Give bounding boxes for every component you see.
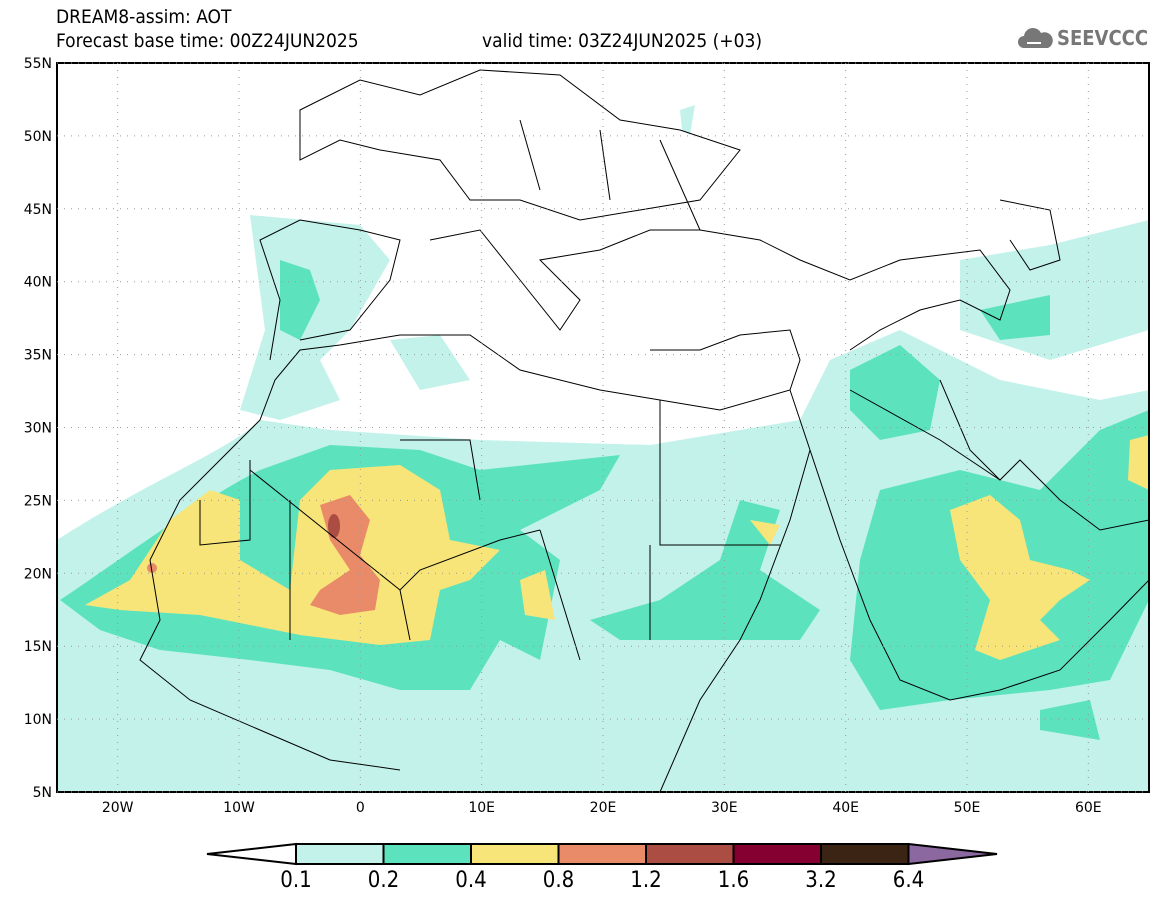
lon-label: 20E — [590, 800, 617, 816]
aot-contour-0.4-0.8 — [85, 435, 1149, 660]
forecast-base-time: Forecast base time: 00Z24JUN2025 — [56, 30, 359, 52]
colorbar-level-label: 0.4 — [455, 868, 487, 893]
lat-label: 25N — [24, 493, 52, 509]
graticule — [57, 62, 1149, 793]
colorbar-level-label: 0.1 — [280, 868, 312, 893]
lon-label: 10W — [223, 800, 255, 816]
lon-label: 40E — [832, 800, 859, 816]
colorbar-swatch — [470, 843, 560, 865]
logo-text: SEEVCCC — [1057, 26, 1149, 50]
lon-label: 0 — [356, 800, 365, 816]
lat-label: 40N — [24, 275, 52, 291]
colorbar-level-label: 1.2 — [630, 868, 662, 893]
lon-label: 50E — [954, 800, 981, 816]
lon-label: 30E — [711, 800, 738, 816]
colorbar-under-arrow — [206, 842, 297, 866]
colorbar-level-label: 6.4 — [892, 868, 925, 893]
colorbar-swatch — [557, 843, 647, 865]
colorbar-swatch — [382, 843, 472, 865]
lon-label: 20W — [102, 800, 134, 816]
lon-label: 10E — [468, 800, 495, 816]
lat-label: 50N — [24, 129, 52, 145]
seevccc-logo: SEEVCCC — [1018, 26, 1148, 50]
aot-contour-1.2-1.6 — [328, 514, 340, 538]
latitude-labels: 55N 50N 45N 40N 35N 30N 25N 20N 15N 10N 5N — [24, 56, 52, 801]
lat-label: 35N — [24, 348, 52, 364]
lat-label: 55N — [24, 56, 52, 72]
lat-label: 45N — [24, 202, 52, 218]
coastlines-borders — [139, 69, 1149, 792]
colorbar-level-label: 0.2 — [367, 868, 400, 893]
lat-label: 5N — [33, 785, 52, 801]
colorbar-swatch — [732, 843, 822, 865]
colorbar-swatch — [295, 843, 385, 865]
colorbar-level-label: 3.2 — [805, 868, 837, 893]
valid-time: valid time: 03Z24JUN2025 (+03) — [482, 30, 763, 52]
colorbar-swatch — [645, 843, 735, 865]
chart-title: DREAM8-assim: AOT — [56, 6, 232, 28]
colorbar-over-arrow — [907, 842, 998, 866]
colorbar-level-label: 1.6 — [717, 868, 750, 893]
lat-label: 20N — [24, 566, 52, 582]
colorbar-swatch — [820, 843, 910, 865]
lat-label: 10N — [24, 712, 52, 728]
colorbar-level-label: 0.8 — [542, 868, 575, 893]
lat-label: 15N — [24, 639, 52, 655]
lon-label: 60E — [1075, 800, 1102, 816]
cloud-icon — [1018, 28, 1053, 48]
aot-contour-0.8-1.2 — [147, 495, 380, 615]
lat-label: 30N — [24, 421, 52, 437]
longitude-labels: 20W 10W 0 10E 20E 30E 40E 50E 60E — [102, 800, 1102, 816]
